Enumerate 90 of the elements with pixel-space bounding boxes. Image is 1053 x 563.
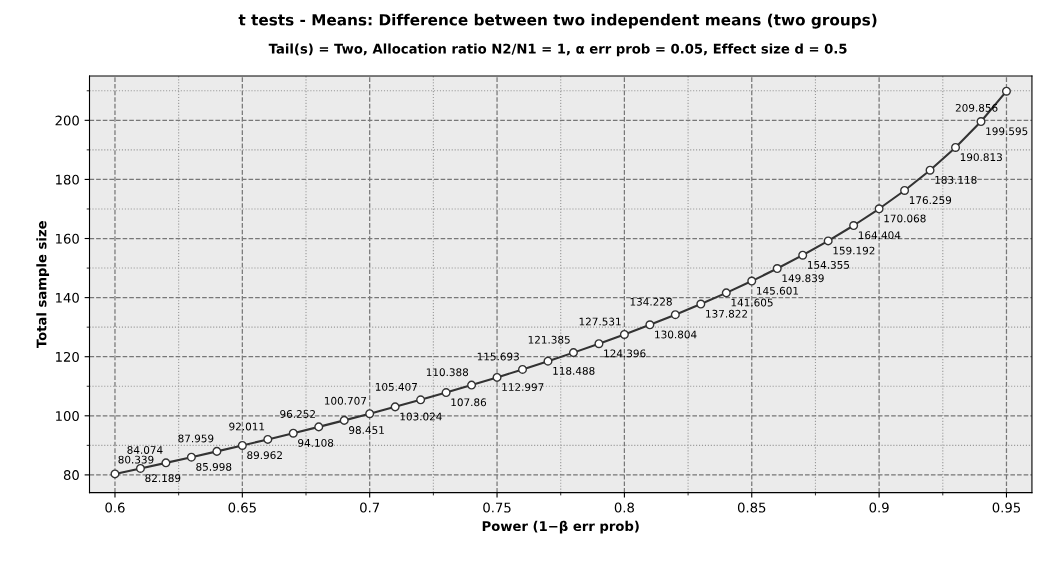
data-label: 85.998: [196, 462, 232, 471]
point: [645, 320, 655, 330]
y-tick-label: 200: [55, 115, 79, 126]
data-label: 82.189: [145, 474, 181, 483]
y-tick-label: 180: [56, 174, 79, 185]
data-label: 183.118: [935, 175, 977, 184]
data-label: 170.068: [884, 214, 926, 223]
x-axis-title: Power (1−β err prob): [482, 520, 639, 534]
data-label: 98.451: [349, 426, 384, 434]
point: [467, 380, 477, 390]
data-label: 112.997: [502, 383, 544, 392]
data-label: 115.693: [477, 352, 519, 361]
x-tick-label: 0.85: [737, 502, 766, 513]
data-label: 100.707: [324, 396, 367, 405]
point: [263, 434, 273, 444]
point: [900, 185, 910, 195]
data-label: 159.192: [833, 246, 875, 255]
data-label: 80.339: [118, 455, 154, 464]
x-tick-label: 0.75: [483, 502, 511, 513]
y-tick-label: 140: [56, 292, 79, 303]
data-label: 110.388: [426, 368, 469, 377]
point: [518, 364, 528, 374]
data-label: 190.813: [960, 153, 1002, 162]
y-axis-title: Total sample size: [36, 221, 50, 349]
data-label: 134.228: [630, 297, 672, 306]
point: [441, 388, 451, 398]
chart-subtitle: Tail(s) = Two, Allocation ratio N2/N1 = 1, α err prob = 0.05, Effect size d = 0.5: [268, 43, 847, 57]
data-label: 118.488: [553, 366, 595, 375]
data-label: 96.252: [280, 410, 315, 418]
data-label: 94.108: [298, 438, 334, 447]
data-label: 149.839: [782, 274, 824, 283]
point: [186, 452, 196, 462]
data-label: 92.011: [229, 422, 265, 431]
chart-title: t tests - Means: Difference between two independent means (two groups): [238, 13, 877, 29]
point: [798, 250, 808, 260]
point: [390, 402, 400, 412]
point: [568, 348, 578, 358]
point: [237, 440, 247, 450]
x-tick-label: 0.6: [105, 502, 125, 513]
data-label: 137.822: [706, 309, 748, 318]
data-label: 164.404: [858, 231, 901, 240]
point: [619, 329, 629, 339]
point: [314, 422, 324, 432]
data-label: 127.531: [579, 317, 621, 326]
point: [823, 236, 833, 246]
y-tick-label: 80: [63, 470, 79, 481]
data-label: 176.259: [909, 196, 952, 205]
point: [492, 372, 502, 382]
x-tick-label: 0.8: [614, 502, 634, 513]
data-label: 199.595: [986, 127, 1028, 136]
data-label: 141.605: [731, 298, 773, 307]
x-tick-label: 0.65: [228, 502, 256, 513]
data-label: 103.024: [400, 412, 442, 421]
y-tick-label: 160: [56, 233, 79, 244]
point: [212, 446, 222, 456]
data-label: 145.601: [757, 286, 799, 295]
point: [135, 463, 145, 473]
point: [365, 409, 375, 419]
point: [594, 339, 604, 349]
point: [925, 165, 935, 175]
point: [721, 288, 731, 298]
y-tick-label: 100: [56, 411, 79, 421]
point: [670, 310, 680, 320]
data-label: 107.86: [451, 398, 487, 407]
point: [976, 117, 986, 127]
data-label: 154.355: [808, 260, 850, 269]
data-label: 89.962: [247, 451, 282, 460]
x-tick-label: 0.7: [360, 502, 380, 513]
point: [772, 264, 782, 274]
point: [696, 299, 706, 309]
point: [161, 458, 171, 468]
point: [1001, 86, 1011, 96]
point: [288, 428, 298, 438]
data-label: 121.385: [528, 335, 570, 344]
y-tick-label: 120: [56, 351, 79, 362]
data-label: 124.396: [604, 349, 646, 358]
point: [110, 469, 120, 479]
point: [951, 142, 961, 152]
point: [874, 204, 884, 214]
data-label: 84.074: [127, 446, 163, 454]
point: [543, 356, 553, 366]
x-tick-label: 0.95: [992, 502, 1021, 513]
point: [416, 395, 426, 405]
point: [747, 276, 757, 286]
x-tick-label: 0.9: [869, 502, 889, 513]
data-label: 105.407: [375, 382, 417, 391]
point: [849, 220, 859, 231]
data-label: 130.804: [655, 330, 697, 339]
data-label: 87.959: [178, 434, 214, 443]
point: [339, 415, 349, 425]
